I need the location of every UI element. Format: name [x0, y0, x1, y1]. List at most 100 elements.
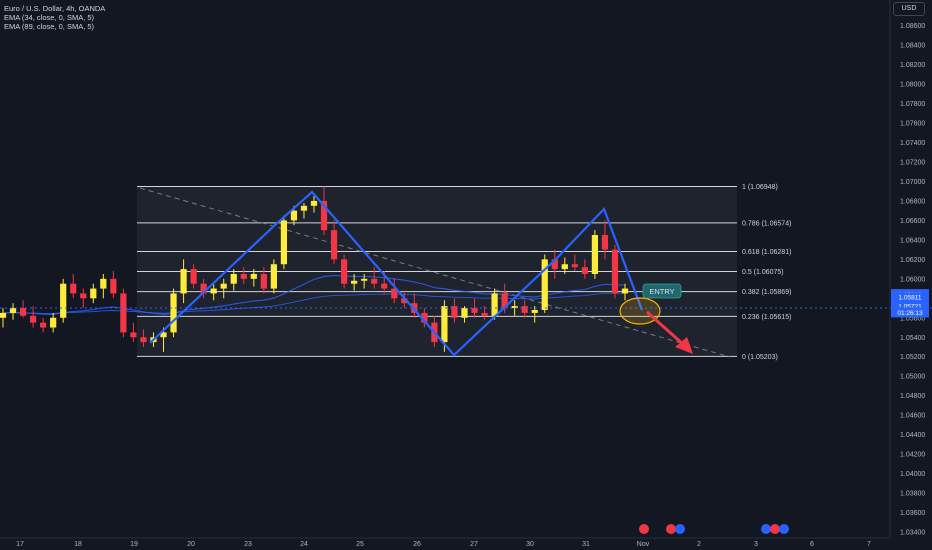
candle-body [300, 205, 308, 211]
y-tick-label: 1.06800 [900, 198, 925, 205]
candle-body [371, 278, 378, 284]
candle-body [531, 309, 538, 313]
candle-body [230, 273, 237, 284]
y-tick-label: 1.07200 [900, 159, 925, 166]
event-icon[interactable] [675, 524, 685, 534]
event-icon[interactable] [779, 524, 789, 534]
candle-body [250, 273, 257, 279]
y-tick-label: 1.04600 [900, 413, 925, 420]
candle-body [9, 308, 17, 313]
candle-body [551, 259, 558, 270]
candle-body [421, 312, 428, 323]
y-tick-label: 1.08400 [900, 43, 925, 50]
x-tick-label: 27 [470, 541, 478, 548]
candle-body [451, 306, 458, 318]
candle-body [210, 288, 217, 294]
entry-callout[interactable]: ENTRY [642, 283, 682, 299]
fib-level-label: 0.236 (1.05615) [742, 314, 791, 321]
y-tick-label: 1.04400 [900, 432, 925, 439]
candle-body [591, 235, 599, 274]
candle-body [80, 293, 87, 299]
candle-body [521, 306, 528, 313]
y-tick-label: 1.07000 [900, 179, 925, 186]
candle-body [541, 259, 548, 310]
candle-body [621, 288, 629, 294]
candle-body [140, 337, 147, 343]
candle-body [120, 293, 127, 333]
down-arrow[interactable] [646, 310, 693, 354]
x-tick-label: 30 [526, 541, 534, 548]
candle-body [0, 312, 7, 318]
y-tick-label: 1.07800 [900, 101, 925, 108]
y-tick-label: 1.04800 [900, 393, 925, 400]
zigzag-pattern[interactable] [149, 190, 644, 357]
candle-body [381, 283, 388, 289]
candle-body [220, 283, 227, 289]
x-tick-label: 31 [582, 541, 590, 548]
y-tick-label: 1.08200 [900, 62, 925, 69]
event-icon[interactable] [770, 524, 780, 534]
entry-label: ENTRY [649, 287, 674, 296]
down-arrow-head [675, 337, 693, 354]
fib-level-label: 0.5 (1.06075) [742, 269, 784, 276]
price-tag-label: 01:26:13 [897, 310, 923, 317]
x-tick-label: 26 [413, 541, 421, 548]
x-tick-label: 18 [74, 541, 82, 548]
y-tick-label: 1.04000 [900, 471, 925, 478]
y-tick-label: 1.06600 [900, 218, 925, 225]
candle-body [290, 210, 298, 221]
event-icon[interactable] [666, 524, 676, 534]
y-tick-label: 1.04200 [900, 452, 925, 459]
entry-callout-box [642, 283, 682, 299]
candle-body [270, 264, 277, 289]
x-tick-label: 25 [356, 541, 364, 548]
trendline-dashed[interactable] [139, 187, 731, 358]
candle-body [581, 267, 588, 274]
candle-body [280, 220, 288, 265]
indicator-ema-89[interactable]: EMA (89, close, 0, SMA, 5) [4, 22, 95, 31]
fibonacci-retracement[interactable]: 1 (1.06948) 0.786 (1.06574) 0.618 (1.06281… [137, 184, 791, 361]
x-tick-label: 17 [16, 541, 24, 548]
candle-body [40, 322, 47, 328]
event-icon[interactable] [639, 524, 649, 534]
candle-body [481, 312, 488, 316]
candle-body [110, 278, 117, 294]
candle-body [70, 283, 77, 294]
y-tick-label: 1.07400 [900, 140, 925, 147]
candle-body [401, 298, 408, 304]
price-tag [891, 307, 929, 318]
candle-body [471, 308, 478, 313]
entry-ellipse[interactable] [619, 297, 661, 325]
y-tick-label: 1.05400 [900, 335, 925, 342]
price-tag [891, 292, 929, 303]
y-tick-label: 1.08000 [900, 82, 925, 89]
event-icons[interactable] [639, 524, 789, 534]
fib-level-label: 0.618 (1.06281) [742, 249, 791, 256]
candle-body [180, 269, 187, 294]
x-tick-label: 7 [867, 541, 871, 548]
candle-body [260, 273, 267, 289]
y-tick-label: 1.06400 [900, 237, 925, 244]
x-tick-label: 23 [244, 541, 252, 548]
currency-button[interactable]: USD [893, 2, 925, 16]
candle-body [361, 278, 368, 281]
candle-body [50, 317, 57, 328]
x-axis: 17 18 19 20 23 24 25 26 27 30 31 Nov 2 3 6 7 [0, 537, 890, 548]
candle-body [100, 278, 107, 289]
candle-body [461, 308, 468, 318]
y-tick-label: 1.05000 [900, 374, 925, 381]
y-tick-label: 1.06000 [900, 276, 925, 283]
indicator-ema-34[interactable]: EMA (34, close, 0, SMA, 5) [4, 13, 95, 22]
event-icon[interactable] [761, 524, 771, 534]
candle-body [190, 269, 197, 284]
price-tag [891, 300, 929, 311]
candle-body [310, 200, 318, 206]
y-tick-label: 1.08600 [900, 23, 925, 30]
x-tick-label: 20 [187, 541, 195, 548]
chart-legend[interactable]: Euro / U.S. Dollar, 4h, OANDA EMA (34, c… [4, 4, 105, 31]
x-tick-label: 3 [754, 541, 758, 548]
y-tick-label: 1.03600 [900, 510, 925, 517]
